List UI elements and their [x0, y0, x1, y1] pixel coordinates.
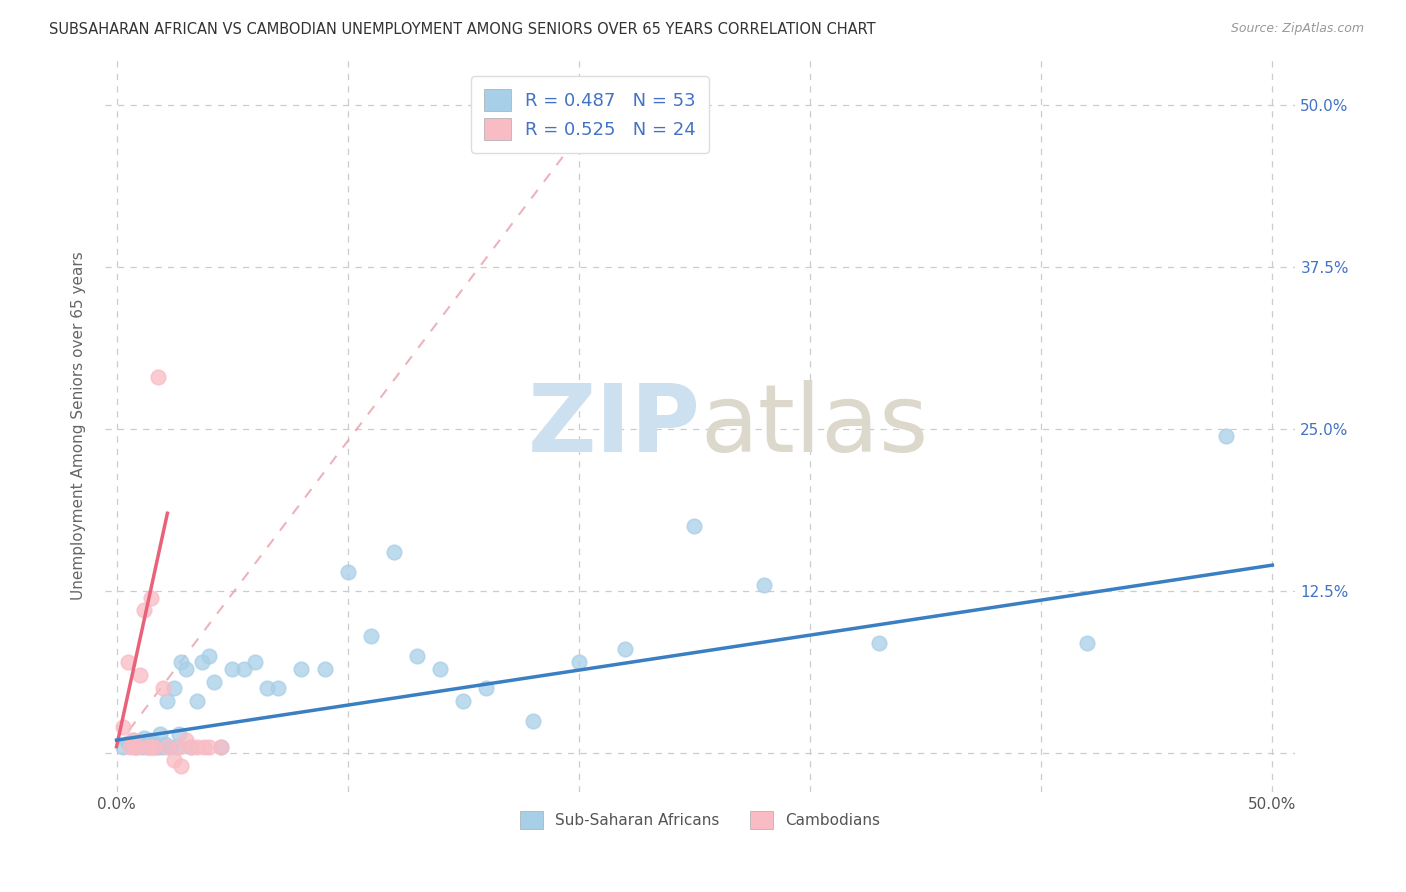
Y-axis label: Unemployment Among Seniors over 65 years: Unemployment Among Seniors over 65 years [72, 252, 86, 600]
Point [127, 737, 149, 751]
Point [198, 739, 221, 754]
Point [166, 739, 188, 754]
Point [138, 733, 160, 747]
Point [124, 739, 146, 754]
Point [128, 736, 150, 750]
Point [868, 636, 890, 650]
Point [156, 739, 179, 754]
Point [128, 668, 150, 682]
Point [142, 736, 165, 750]
Point [209, 739, 232, 754]
Point [117, 656, 139, 670]
Text: ZIP: ZIP [527, 380, 700, 472]
Point [174, 662, 197, 676]
Point [141, 591, 163, 605]
Point [245, 656, 267, 670]
Point [232, 662, 254, 676]
Point [568, 656, 591, 670]
Point [382, 545, 405, 559]
Point [453, 694, 475, 708]
Point [167, 739, 190, 754]
Point [163, 681, 186, 696]
Point [149, 726, 172, 740]
Point [141, 739, 163, 754]
Point [186, 739, 208, 754]
Point [121, 733, 143, 747]
Point [198, 648, 221, 663]
Point [180, 739, 202, 754]
Point [142, 739, 165, 754]
Legend: Sub-Saharan Africans, Cambodians: Sub-Saharan Africans, Cambodians [515, 805, 886, 836]
Point [522, 714, 544, 728]
Point [209, 739, 232, 754]
Point [135, 739, 157, 754]
Point [121, 733, 143, 747]
Point [202, 674, 225, 689]
Point [170, 656, 193, 670]
Point [124, 739, 146, 754]
Point [153, 737, 176, 751]
Point [131, 739, 153, 754]
Text: SUBSAHARAN AFRICAN VS CAMBODIAN UNEMPLOYMENT AMONG SENIORS OVER 65 YEARS CORRELA: SUBSAHARAN AFRICAN VS CAMBODIAN UNEMPLOY… [49, 22, 876, 37]
Point [163, 753, 186, 767]
Point [360, 629, 382, 643]
Point [475, 681, 498, 696]
Point [167, 726, 190, 740]
Point [134, 731, 156, 745]
Text: atlas: atlas [700, 380, 928, 472]
Point [112, 739, 135, 754]
Point [156, 694, 179, 708]
Point [406, 648, 429, 663]
Point [267, 681, 290, 696]
Point [429, 662, 451, 676]
Point [180, 739, 202, 754]
Point [336, 565, 359, 579]
Point [170, 759, 193, 773]
Point [1076, 636, 1098, 650]
Point [127, 739, 149, 754]
Point [135, 739, 157, 754]
Point [120, 739, 142, 754]
Point [159, 739, 181, 754]
Point [117, 736, 139, 750]
Point [186, 694, 208, 708]
Point [193, 739, 215, 754]
Point [221, 662, 243, 676]
Point [614, 642, 637, 657]
Point [146, 370, 169, 384]
Point [134, 603, 156, 617]
Point [112, 720, 135, 734]
Point [314, 662, 336, 676]
Point [1215, 428, 1237, 442]
Point [683, 519, 706, 533]
Point [752, 577, 775, 591]
Point [145, 739, 167, 754]
Text: Source: ZipAtlas.com: Source: ZipAtlas.com [1230, 22, 1364, 36]
Point [191, 656, 214, 670]
Point [146, 739, 169, 754]
Point [141, 739, 163, 754]
Point [256, 681, 278, 696]
Point [290, 662, 312, 676]
Point [120, 739, 142, 753]
Point [152, 681, 174, 696]
Point [152, 739, 174, 754]
Point [174, 733, 197, 747]
